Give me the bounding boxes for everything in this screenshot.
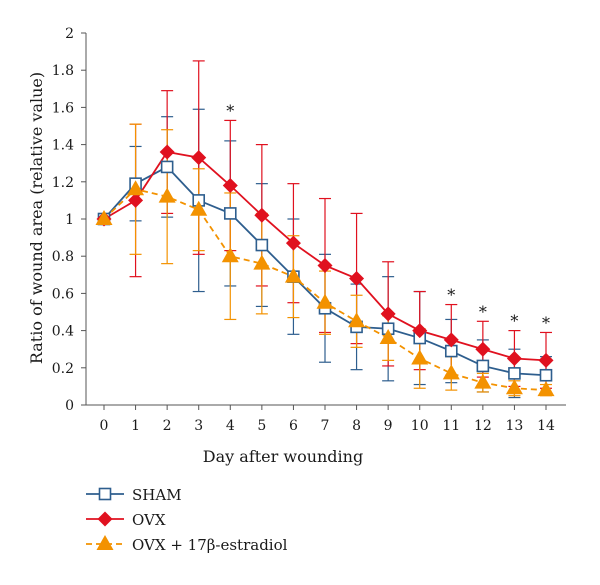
data-point-sham [476, 359, 490, 373]
x-tick-label: 1 [131, 418, 140, 434]
significance-star: * [479, 302, 487, 321]
data-point-ovx [475, 341, 491, 357]
data-point-ovx-estradiol [221, 247, 239, 263]
data-point-ovx-estradiol [316, 293, 334, 309]
data-point-ovx-estradiol [505, 379, 523, 395]
x-tick-label: 0 [100, 418, 109, 434]
y-tick-label: 0.8 [52, 249, 74, 265]
data-point-sham [255, 238, 269, 252]
legend-marker-ovx-estradiol [96, 535, 114, 550]
y-tick-label: 1.4 [52, 138, 74, 154]
data-point-ovx [412, 323, 428, 339]
y-tick-label: 0.6 [52, 286, 74, 302]
x-tick-label: 8 [352, 418, 361, 434]
x-tick-label: 11 [442, 418, 460, 434]
x-axis-label: Day after wounding [203, 447, 363, 466]
data-point-ovx [222, 178, 238, 194]
data-point-ovx [506, 351, 522, 366]
data-point-ovx-estradiol [537, 381, 555, 397]
x-tick-label: 14 [537, 418, 555, 434]
x-tick-label: 12 [474, 418, 492, 434]
data-point-ovx-estradiol [348, 312, 366, 328]
x-tick-label: 3 [194, 418, 203, 434]
data-point-ovx-estradiol [379, 329, 397, 345]
legend-item-ovx-estradiol: OVX + 17β-estradiol [86, 535, 288, 554]
data-point-ovx-estradiol [158, 187, 176, 203]
x-tick-label: 7 [321, 418, 330, 434]
x-tick-label: 4 [226, 418, 235, 434]
data-point-ovx [159, 144, 175, 160]
data-point-ovx [317, 258, 333, 273]
data-point-ovx-estradiol [190, 200, 208, 216]
data-point-ovx [443, 332, 459, 348]
y-tick-label: 1.8 [52, 63, 74, 79]
data-point-ovx-estradiol [253, 254, 271, 270]
data-point-ovx [349, 271, 365, 287]
legend-label-sham: SHAM [132, 486, 182, 504]
data-point-sham [223, 207, 237, 220]
legend: SHAM OVX OVX + 17β-estradiol [86, 486, 288, 554]
y-tick-label: 1.6 [52, 100, 74, 116]
y-tick-label: 2 [65, 26, 74, 42]
legend-marker-sham [98, 487, 112, 501]
data-point-sham [160, 160, 174, 174]
x-tick-label: 5 [257, 418, 266, 434]
legend-marker-ovx [97, 511, 113, 527]
data-point-sham [539, 368, 553, 382]
data-point-ovx-estradiol [95, 210, 113, 225]
x-tick-label: 2 [163, 418, 172, 434]
significance-star: * [226, 101, 234, 120]
data-point-ovx-estradiol [474, 373, 492, 389]
y-tick-label: 1 [65, 212, 74, 228]
data-point-ovx-estradiol [442, 364, 460, 380]
data-point-ovx [538, 352, 554, 368]
legend-label-ovx: OVX [132, 511, 166, 529]
legend-item-sham: SHAM [86, 486, 182, 504]
axes: 00.20.40.60.811.21.41.61.820 1 2 3 4 5 6 7 8 9 10 1… [52, 26, 566, 434]
x-tick-label: 6 [289, 418, 298, 434]
data-point-ovx [285, 235, 301, 251]
y-tick-label: 0.2 [52, 361, 74, 377]
data-point-ovx-estradiol [411, 349, 429, 365]
legend-item-ovx: OVX [86, 511, 166, 529]
x-tick-label: 10 [411, 418, 429, 434]
error-bars [129, 60, 552, 399]
significance-star: * [542, 313, 550, 332]
data-point-ovx [380, 306, 396, 322]
data-point-ovx-estradiol [284, 267, 302, 283]
y-axis-label: Ratio of wound area (relative value) [27, 72, 46, 364]
data-point-ovx [254, 207, 270, 223]
data-point-ovx [191, 150, 207, 166]
significance-star: * [510, 312, 518, 331]
y-tick-label: 1.2 [52, 175, 74, 191]
legend-label-ovx-estradiol: OVX + 17β-estradiol [132, 536, 288, 554]
data-point-ovx-estradiol [127, 180, 145, 196]
data-point-sham [508, 367, 521, 380]
x-tick-label: 13 [506, 418, 524, 434]
y-tick-label: 0.4 [52, 324, 74, 340]
x-tick-label: 9 [384, 418, 393, 434]
y-tick-label: 0 [65, 398, 74, 414]
significance-star: * [447, 286, 455, 305]
data-point-ovx [128, 192, 144, 208]
series-markers [95, 144, 555, 397]
significance-markers: * * * * * [226, 101, 550, 332]
